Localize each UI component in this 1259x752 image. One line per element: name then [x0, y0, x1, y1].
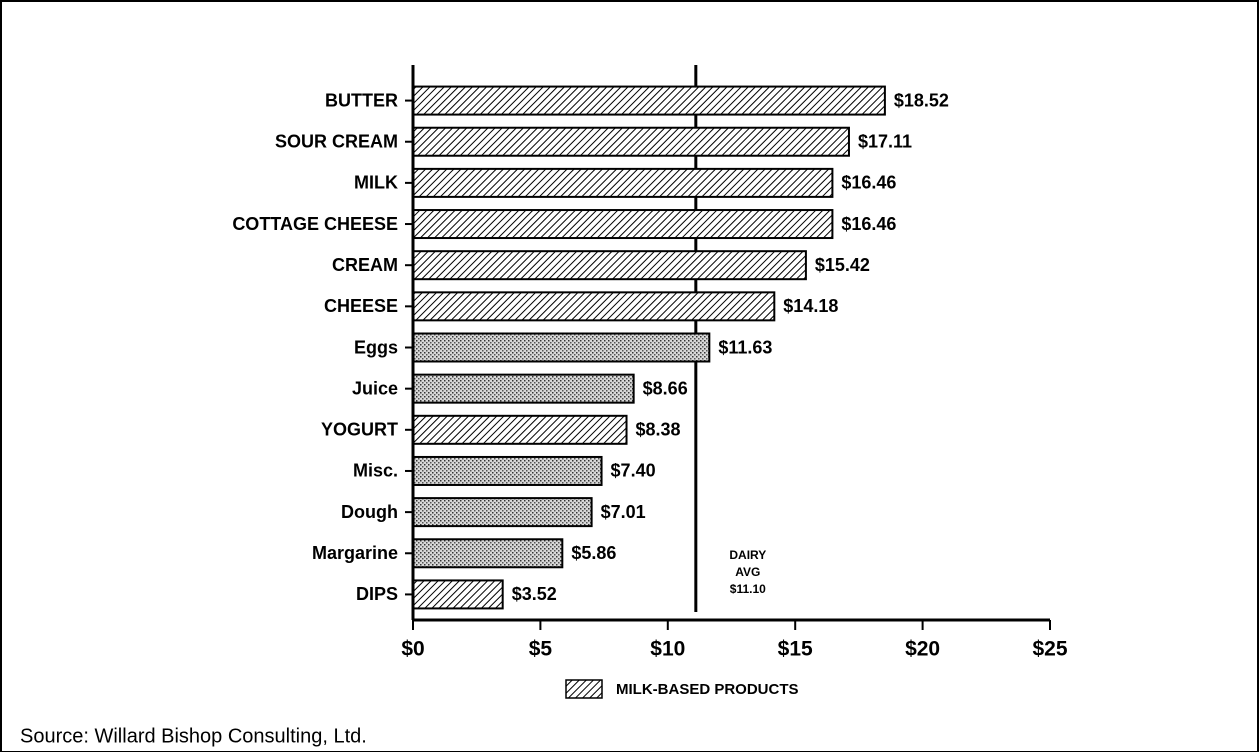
- bar: [412, 291, 776, 322]
- value-label: $15.42: [815, 255, 870, 275]
- reference-label: DAIRY: [729, 548, 766, 562]
- bar: [412, 497, 593, 528]
- value-label: $5.86: [571, 543, 616, 563]
- bar: [412, 250, 807, 281]
- value-label: $7.40: [611, 461, 656, 481]
- value-label: $8.38: [636, 420, 681, 440]
- category-label: BUTTER: [325, 90, 398, 110]
- value-label: $14.18: [783, 296, 838, 316]
- bar: [412, 538, 564, 569]
- legend-label: MILK-BASED PRODUCTS: [616, 681, 799, 698]
- value-label: $16.46: [841, 214, 896, 234]
- x-tick-label: $10: [650, 638, 685, 661]
- bar: [412, 126, 850, 157]
- category-label: Juice: [352, 378, 398, 398]
- bar: [412, 579, 504, 610]
- source-note: Source: Willard Bishop Consulting, Ltd.: [20, 725, 367, 747]
- category-label: MILK: [354, 173, 398, 193]
- value-label: $8.66: [643, 378, 688, 398]
- category-label: SOUR CREAM: [275, 131, 398, 151]
- reference-label: AVG: [735, 565, 760, 579]
- category-label: Margarine: [312, 543, 398, 563]
- x-tick-label: $25: [1032, 638, 1067, 661]
- x-tick-label: $15: [778, 638, 813, 661]
- category-label: YOGURT: [321, 420, 398, 440]
- value-label: $7.01: [601, 502, 646, 522]
- category-label: DIPS: [356, 584, 398, 604]
- category-label: CREAM: [332, 255, 398, 275]
- category-label: Eggs: [354, 337, 398, 357]
- value-label: $3.52: [512, 584, 557, 604]
- bar: [412, 455, 603, 486]
- bar: [412, 167, 834, 198]
- bar: [412, 414, 628, 445]
- bar: [412, 85, 886, 116]
- category-label: CHEESE: [324, 296, 398, 316]
- bar: [412, 373, 635, 404]
- value-label: $17.11: [858, 131, 912, 151]
- reference-label: $11.10: [730, 582, 766, 596]
- bar: [412, 332, 711, 363]
- value-label: $11.63: [718, 337, 772, 357]
- category-label: COTTAGE CHEESE: [232, 214, 398, 234]
- x-tick-label: $0: [401, 638, 424, 661]
- category-label: Dough: [341, 502, 398, 522]
- bar: [412, 209, 834, 240]
- x-tick-label: $5: [529, 638, 553, 661]
- x-tick-label: $20: [905, 638, 940, 661]
- value-label: $18.52: [894, 90, 949, 110]
- category-label: Misc.: [353, 461, 398, 481]
- value-label: $16.46: [841, 173, 896, 193]
- legend-swatch: [565, 679, 603, 699]
